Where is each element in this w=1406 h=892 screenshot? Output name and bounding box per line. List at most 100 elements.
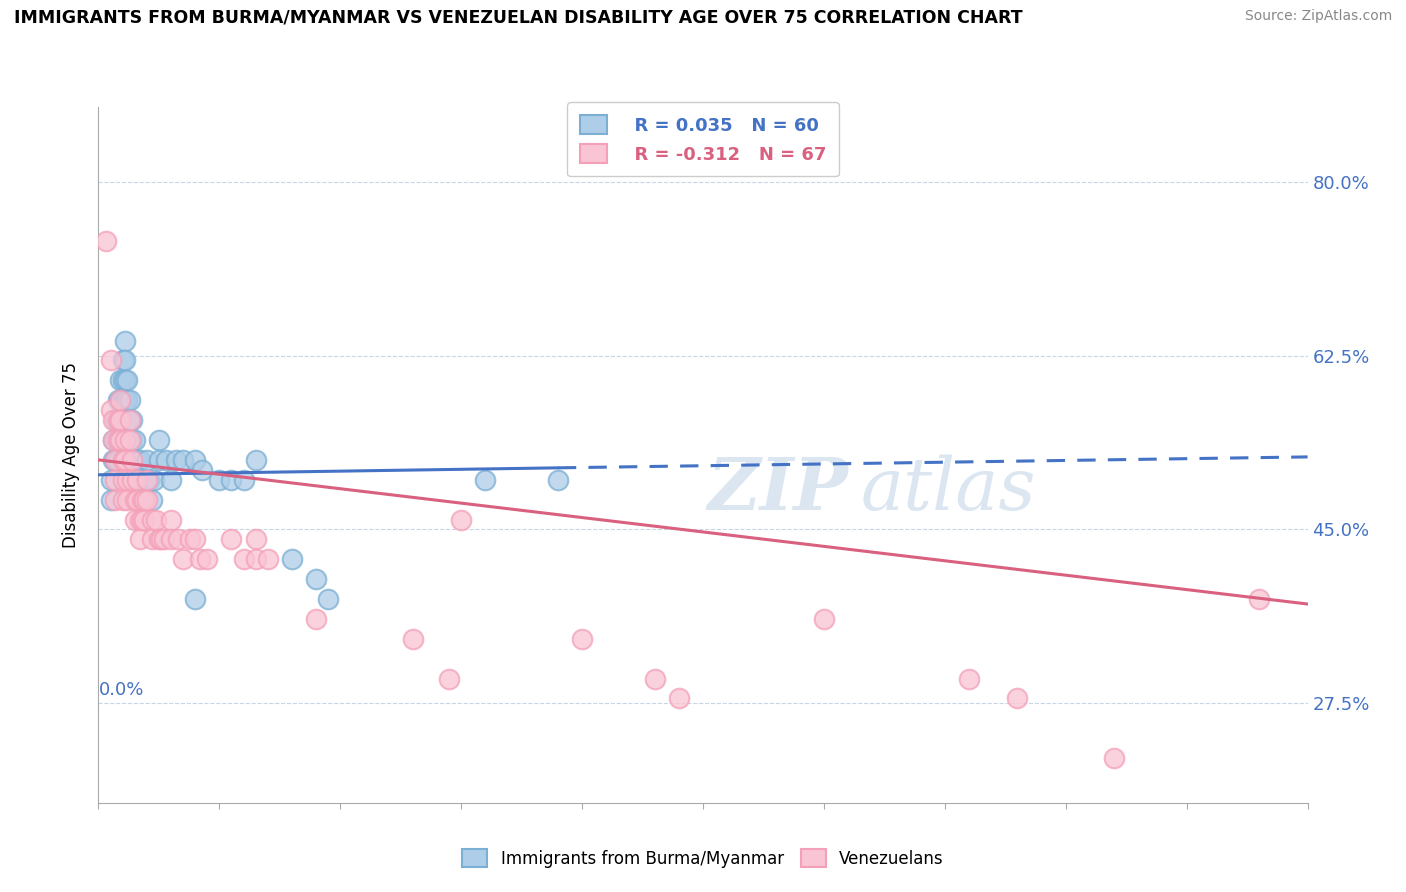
Point (108, 413, 131, 427)
Point (1102, 751, 1125, 765)
Point (305, 572, 328, 586)
Point (232, 552, 254, 566)
Point (104, 433, 127, 447)
Point (184, 453, 207, 467)
Point (141, 512, 163, 526)
Point (111, 453, 134, 467)
Point (111, 353, 134, 368)
Point (124, 492, 146, 507)
Point (118, 413, 141, 427)
Point (131, 473, 153, 487)
Point (160, 473, 183, 487)
Point (547, 473, 569, 487)
Point (813, 612, 835, 626)
Point (118, 413, 141, 427)
Point (111, 473, 134, 487)
Point (644, 672, 666, 686)
Point (108, 433, 131, 447)
Point (117, 393, 139, 408)
Text: atlas: atlas (860, 454, 1036, 525)
Point (121, 473, 143, 487)
Point (150, 533, 173, 547)
Point (108, 373, 131, 387)
Point (121, 453, 143, 467)
Point (104, 453, 127, 467)
Point (111, 393, 134, 408)
Point (101, 433, 124, 447)
Point (101, 453, 124, 467)
Point (114, 433, 136, 447)
Point (104, 413, 127, 427)
Point (160, 533, 183, 547)
Point (124, 512, 146, 526)
Point (131, 492, 153, 507)
Point (100, 403, 122, 417)
Point (138, 473, 160, 487)
Point (128, 453, 150, 467)
Point (437, 672, 460, 686)
Point (117, 373, 139, 387)
Point (135, 492, 157, 507)
Point (402, 632, 425, 646)
Point (152, 533, 174, 547)
Point (117, 473, 139, 487)
Point (114, 373, 136, 387)
Point (256, 552, 278, 566)
Point (111, 433, 134, 447)
Point (145, 512, 167, 526)
Y-axis label: Disability Age Over 75: Disability Age Over 75 (62, 362, 80, 548)
Point (179, 533, 201, 547)
Point (134, 512, 156, 526)
Point (101, 413, 124, 427)
Point (167, 533, 190, 547)
Text: IMMIGRANTS FROM BURMA/MYANMAR VS VENEZUELAN DISABILITY AGE OVER 75 CORRELATION C: IMMIGRANTS FROM BURMA/MYANMAR VS VENEZUE… (14, 9, 1022, 27)
Point (128, 512, 150, 526)
Point (111, 492, 134, 507)
Point (134, 473, 156, 487)
Point (108, 393, 131, 408)
Point (221, 533, 243, 547)
Point (114, 353, 136, 368)
Point (107, 453, 129, 467)
Point (131, 512, 153, 526)
Point (118, 393, 141, 408)
Point (104, 453, 127, 467)
Point (111, 413, 134, 427)
Text: 0.0%: 0.0% (98, 681, 143, 699)
Point (117, 492, 139, 507)
Point (100, 353, 122, 368)
Point (316, 592, 339, 607)
Point (474, 473, 496, 487)
Point (114, 453, 136, 467)
Point (127, 453, 149, 467)
Point (135, 453, 157, 467)
Point (114, 393, 136, 408)
Point (165, 453, 187, 467)
Point (305, 612, 328, 626)
Point (111, 373, 134, 387)
Point (195, 552, 218, 566)
Point (221, 473, 243, 487)
Point (128, 533, 150, 547)
Point (571, 632, 593, 646)
Point (208, 473, 231, 487)
Point (141, 492, 163, 507)
Point (107, 393, 129, 408)
Point (1007, 691, 1029, 706)
Point (104, 473, 127, 487)
Point (172, 552, 194, 566)
Point (245, 533, 267, 547)
Point (245, 453, 267, 467)
Point (184, 592, 207, 607)
Point (668, 691, 690, 706)
Point (108, 413, 131, 427)
Point (957, 672, 980, 686)
Point (143, 473, 166, 487)
Point (134, 492, 156, 507)
Point (188, 552, 211, 566)
Point (107, 413, 129, 427)
Point (141, 533, 163, 547)
Point (281, 552, 304, 566)
Point (124, 433, 146, 447)
Point (121, 413, 143, 427)
